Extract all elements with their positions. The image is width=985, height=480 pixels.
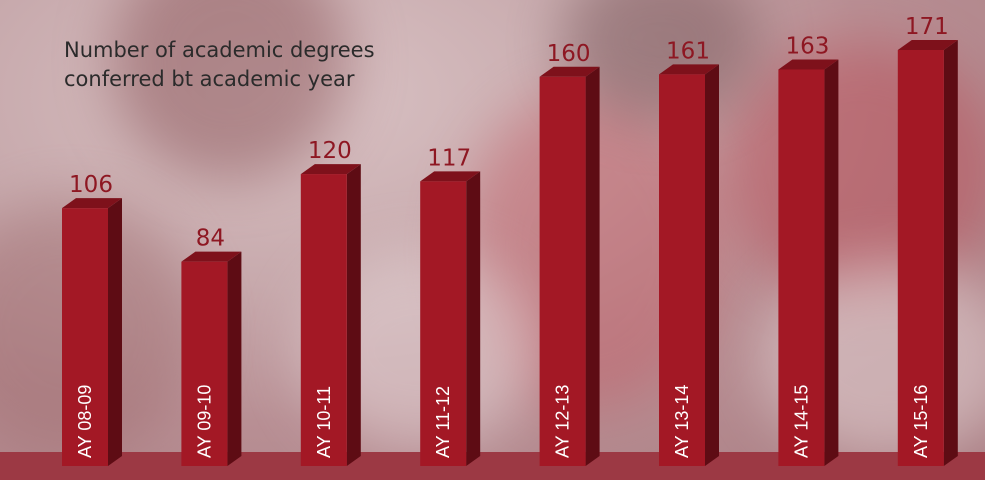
bar-side — [705, 64, 719, 466]
bar-top — [420, 171, 481, 182]
bar-group: 171 AY 15-16 — [897, 14, 958, 466]
value-label: 106 — [69, 172, 113, 198]
category-label: AY 10-11 — [314, 386, 334, 458]
bar-side — [108, 198, 122, 466]
bar-side — [466, 171, 481, 467]
bar — [778, 69, 825, 467]
bar-top — [539, 66, 600, 77]
bar — [181, 261, 228, 466]
value-label: 161 — [666, 38, 710, 64]
bar-top — [897, 40, 958, 50]
bar-group: 117 AY 11-12 — [420, 145, 481, 467]
value-label: 117 — [427, 145, 471, 171]
value-label: 120 — [308, 138, 352, 164]
bar-top — [300, 164, 361, 175]
category-label: AY 08-09 — [75, 385, 95, 458]
bar — [62, 208, 108, 466]
bar — [897, 50, 944, 466]
value-label: 84 — [196, 226, 225, 252]
bar-side — [943, 40, 958, 466]
bar-group: 161 AY 13-14 — [659, 38, 719, 466]
value-label: 171 — [905, 14, 949, 40]
bar — [539, 76, 586, 467]
bar-group: 120 AY 10-11 — [300, 138, 361, 466]
chart-title: Number of academic degrees conferred bt … — [64, 38, 375, 91]
category-label: AY 15-16 — [911, 385, 931, 458]
bar-group: 160 AY 12-13 — [539, 41, 600, 467]
bar — [659, 74, 705, 466]
bar-group: 106 AY 08-09 — [62, 172, 122, 466]
bar-side — [824, 59, 839, 467]
bar-side — [346, 164, 361, 466]
bar-top — [659, 64, 719, 75]
category-label: AY 14-15 — [791, 385, 811, 458]
value-label: 163 — [785, 33, 829, 59]
value-label: 160 — [547, 41, 591, 67]
category-label: AY 12-13 — [553, 385, 573, 458]
bar-top — [181, 251, 242, 262]
bar-top — [778, 59, 839, 70]
category-label: AY 11-12 — [433, 386, 453, 458]
category-label: AY 09-10 — [194, 385, 214, 458]
bar-group: 84 AY 09-10 — [181, 226, 242, 466]
bar-side — [585, 66, 600, 467]
bar — [420, 181, 467, 467]
bar-side — [227, 251, 242, 466]
bar — [300, 174, 347, 466]
bar-top — [62, 198, 122, 209]
category-label: AY 13-14 — [672, 385, 692, 458]
bar-group: 163 AY 14-15 — [778, 33, 839, 467]
